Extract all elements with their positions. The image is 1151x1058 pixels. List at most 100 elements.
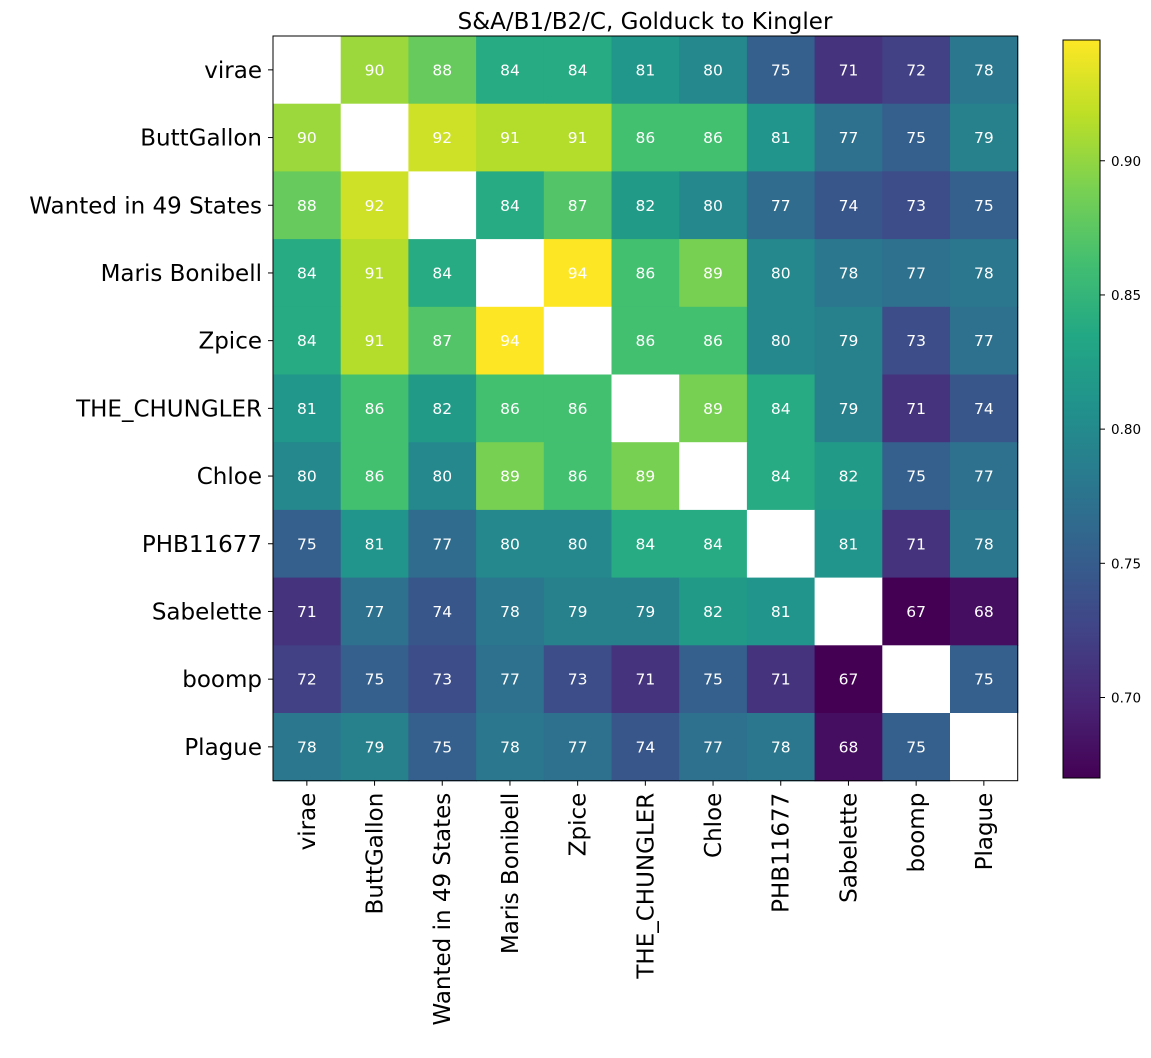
- y-tick-label-10: Plague: [184, 735, 262, 761]
- y-tick-label-4: Zpice: [198, 329, 262, 355]
- heatmap-cell-2-6: [679, 171, 748, 240]
- cell-label-6-7: 84: [771, 468, 791, 486]
- x-tick-label-2: Wanted in 49 States: [430, 793, 456, 1026]
- cell-label-2-1: 92: [365, 197, 385, 215]
- heatmap-cell-1-4: [543, 103, 613, 172]
- cell-label-5-6: 89: [703, 400, 723, 418]
- colorbar-tick-label-3: 0.85: [1111, 288, 1141, 304]
- cell-label-3-10: 78: [974, 264, 994, 282]
- cell-label-4-0: 84: [297, 332, 317, 350]
- cell-label-0-5: 81: [635, 61, 655, 79]
- x-tick-label-5: THE_CHUNGLER: [633, 793, 659, 980]
- chart-title: S&A/B1/B2/C, Golduck to Kingler: [458, 9, 833, 35]
- x-tick-label-3: Maris Bonibell: [498, 793, 524, 954]
- cell-label-2-4: 87: [568, 197, 588, 215]
- heatmap-cell-empty-4-4: [543, 306, 613, 376]
- colorbar-frame: [1062, 39, 1101, 779]
- heatmap-cell-3-10: [950, 239, 1019, 308]
- cell-label-4-8: 79: [839, 332, 859, 350]
- cell-label-2-8: 74: [839, 197, 859, 215]
- heatmap-cell-4-2: [408, 306, 477, 376]
- heatmap-cell-5-6: [679, 374, 748, 443]
- cell-label-2-6: 80: [703, 197, 723, 215]
- cell-label-7-1: 81: [365, 535, 385, 553]
- cell-label-9-3: 77: [500, 671, 520, 689]
- y-tick-label-1: ButtGallon: [140, 126, 262, 152]
- heatmap-cell-10-5: [611, 713, 680, 782]
- heatmap-cell-8-10: [950, 577, 1019, 646]
- heatmap-cell-0-9: [882, 36, 951, 105]
- heatmap-cell-9-3: [476, 645, 545, 714]
- y-tick-label-6: Chloe: [197, 464, 262, 490]
- heatmap-cell-5-2: [408, 374, 477, 443]
- cell-label-4-1: 91: [365, 332, 385, 350]
- cell-label-2-7: 77: [771, 197, 791, 215]
- heatmap-cell-empty-8-8: [814, 577, 883, 646]
- heatmap-cell-7-5: [611, 509, 680, 579]
- cell-label-0-10: 78: [974, 61, 994, 79]
- y-axis: virae ButtGallon Wanted in 49 States Maris …: [29, 58, 273, 761]
- heatmap-cell-9-10: [950, 645, 1019, 714]
- heatmap-cell-2-7: [746, 171, 816, 240]
- cell-label-9-2: 73: [432, 671, 452, 689]
- heatmap-cell-2-1: [340, 171, 409, 240]
- heatmap-cell-9-1: [340, 645, 409, 714]
- cell-label-8-1: 77: [365, 603, 385, 621]
- cell-label-1-5: 86: [635, 129, 655, 147]
- cell-label-3-9: 77: [906, 264, 926, 282]
- cell-label-1-3: 91: [500, 129, 520, 147]
- heatmap-cell-5-4: [543, 374, 613, 443]
- cell-label-1-4: 91: [568, 129, 588, 147]
- heatmap-cell-4-1: [340, 306, 409, 376]
- cell-label-1-2: 92: [432, 129, 452, 147]
- cell-label-0-7: 75: [771, 61, 791, 79]
- heatmap-cell-1-5: [611, 103, 680, 172]
- heatmap-cell-7-10: [950, 509, 1019, 579]
- cell-label-2-3: 84: [500, 197, 520, 215]
- cell-label-5-3: 86: [500, 400, 520, 418]
- heatmap-cell-8-9: [882, 577, 951, 646]
- heatmap-cell-0-3: [476, 36, 545, 105]
- heatmap-cell-3-4: [543, 239, 613, 308]
- heatmap-cell-empty-2-2: [408, 171, 477, 240]
- heatmap-cell-10-6: [679, 713, 748, 782]
- heatmap-cell-5-10: [950, 374, 1019, 443]
- cell-label-7-10: 78: [974, 535, 994, 553]
- colorbar-tick-label-1: 0.75: [1111, 556, 1141, 572]
- cell-label-10-1: 79: [365, 738, 385, 756]
- heatmap-cell-7-6: [679, 509, 748, 579]
- heatmap-cell-3-2: [408, 239, 477, 308]
- cell-label-2-0: 88: [297, 197, 317, 215]
- cell-label-6-1: 86: [365, 468, 385, 486]
- x-tick-label-8: Sabelette: [836, 793, 862, 903]
- heatmap-cell-3-7: [746, 239, 816, 308]
- cell-label-0-2: 88: [432, 61, 452, 79]
- heatmap-cell-4-9: [882, 306, 951, 376]
- cell-label-6-4: 86: [568, 468, 588, 486]
- heatmap-cell-empty-9-9: [882, 645, 951, 714]
- heatmap-cell-8-5: [611, 577, 680, 646]
- cell-label-6-3: 89: [500, 468, 520, 486]
- cell-label-4-10: 77: [974, 332, 994, 350]
- cell-label-10-2: 75: [432, 738, 452, 756]
- heatmap-cell-2-3: [476, 171, 545, 240]
- heatmap-cell-4-0: [273, 306, 342, 376]
- cell-label-3-2: 84: [432, 264, 452, 282]
- cell-label-8-6: 82: [703, 603, 723, 621]
- colorbar-tick-label-2: 0.80: [1111, 422, 1141, 438]
- heatmap-cell-1-9: [882, 103, 951, 172]
- cell-label-1-0: 90: [297, 129, 317, 147]
- heatmap-cell-empty-0-0: [273, 36, 342, 105]
- heatmap-cell-2-5: [611, 171, 680, 240]
- heatmap-cell-9-8: [814, 645, 883, 714]
- heatmap-cell-7-9: [882, 509, 951, 579]
- cell-label-9-4: 73: [568, 671, 588, 689]
- cell-label-3-1: 91: [365, 264, 385, 282]
- y-tick-label-7: PHB11677: [142, 532, 262, 558]
- heatmap-cell-10-2: [408, 713, 477, 782]
- heatmap-cell-0-4: [543, 36, 613, 105]
- cell-label-4-5: 86: [635, 332, 655, 350]
- cell-label-3-5: 86: [635, 264, 655, 282]
